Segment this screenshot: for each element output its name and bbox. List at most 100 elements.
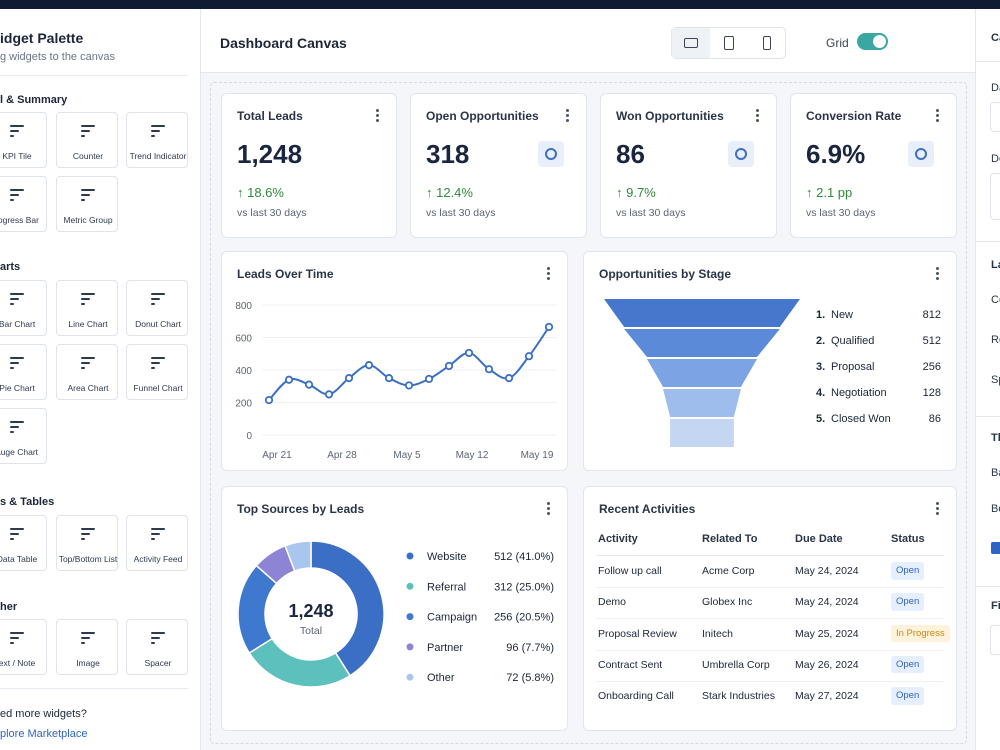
sidebar-title: idget Palette xyxy=(0,30,84,46)
stage-name: Proposal xyxy=(831,361,874,373)
panel-label: Co xyxy=(991,294,1000,306)
panel-input[interactable] xyxy=(990,102,1000,132)
point xyxy=(484,365,494,374)
widget-tile[interactable]: rogress Bar xyxy=(0,176,47,232)
dot xyxy=(376,119,379,122)
stage-rank: 3. xyxy=(816,361,825,373)
icon-stroke xyxy=(10,293,24,295)
widget-tile[interactable]: KPI Tile xyxy=(0,112,47,168)
widget-tile[interactable]: Bar Chart xyxy=(0,280,47,336)
panel-label: Bo xyxy=(991,503,1000,515)
dot xyxy=(547,512,550,515)
panel-label: Fi xyxy=(991,600,1000,612)
icon-stroke xyxy=(81,538,85,540)
icon-stroke xyxy=(151,303,155,305)
more-menu[interactable] xyxy=(933,267,941,281)
stage-name: New xyxy=(831,309,853,321)
widget-tile[interactable]: Metric Group xyxy=(56,176,118,232)
icon-stroke xyxy=(81,293,95,295)
properties-panel: Ca Da De La Co Ro Sp Th Ba Bo Fi xyxy=(975,9,1000,750)
widget-label: Spacer xyxy=(144,658,172,668)
widget-tile[interactable]: Area Chart xyxy=(56,344,118,400)
stage-value: 256 xyxy=(923,361,941,373)
icon-stroke xyxy=(151,637,160,639)
grid-toggle[interactable] xyxy=(857,33,888,50)
widget-icon xyxy=(80,293,96,307)
funnel-card: Opportunities by Stage 1. New 812 2. Qualifie… xyxy=(583,251,957,471)
more-menu[interactable] xyxy=(563,109,571,123)
widget-tile[interactable]: Top/Bottom List xyxy=(56,515,118,571)
table-cell: Umbrella Corp xyxy=(702,658,770,671)
sidebar: idget Palette g widgets to the canvas l & … xyxy=(0,9,201,750)
widget-tile[interactable]: Trend Indicator xyxy=(126,112,188,168)
icon-stroke xyxy=(10,303,14,305)
kpi-value: 318 xyxy=(426,139,470,169)
funnel-stage xyxy=(624,329,780,357)
kpi-title: Total Leads xyxy=(237,109,303,123)
icon-stroke xyxy=(151,130,160,132)
more-menu[interactable] xyxy=(753,109,761,123)
widget-icon xyxy=(9,293,25,307)
widget-icon xyxy=(80,125,96,139)
panel-input[interactable] xyxy=(990,173,1000,220)
dot xyxy=(936,272,939,275)
icon-stroke xyxy=(151,538,155,540)
kpi-title: Conversion Rate xyxy=(806,109,902,123)
widget-label: Top/Bottom List xyxy=(58,554,118,564)
kpi-value: 6.9% xyxy=(806,139,866,169)
legend-label: Campaign xyxy=(427,612,477,624)
kpi-icon-glyph xyxy=(915,148,927,160)
kpi-card: Conversion Rate 6.9% ↑ 2.1 pp vs last 30 da… xyxy=(790,93,957,238)
icon-stroke xyxy=(10,189,24,191)
header-divider xyxy=(596,555,944,556)
device-icon xyxy=(724,36,734,50)
more-menu[interactable] xyxy=(544,267,552,281)
canvas-title: Dashboard Canvas xyxy=(220,35,347,51)
more-menu[interactable] xyxy=(373,109,381,123)
widget-tile[interactable]: Data Table xyxy=(0,515,47,571)
widget-tile[interactable]: Donut Chart xyxy=(126,280,188,336)
panel-label: Th xyxy=(991,432,1000,444)
widget-tile[interactable]: Funnel Chart xyxy=(126,344,188,400)
widget-tile[interactable]: Pie Chart xyxy=(0,344,47,400)
icon-stroke xyxy=(81,362,90,364)
status-pill: Open xyxy=(891,562,925,580)
section-title: l & Summary xyxy=(0,94,68,106)
section-title: her xyxy=(0,601,18,613)
dot xyxy=(936,502,939,505)
stage-value: 812 xyxy=(923,309,941,321)
activities-card: Recent Activities Activity Related To Due D… xyxy=(583,486,957,731)
dot xyxy=(936,114,939,117)
device-button[interactable] xyxy=(710,28,748,58)
table-cell: Stark Industries xyxy=(702,690,775,703)
row-divider xyxy=(596,618,944,620)
marketplace-link[interactable]: plore Marketplace xyxy=(0,728,88,740)
widget-tile[interactable]: Image xyxy=(56,619,118,675)
chart-svg: 0 200 400 600 800 Apr 21 Apr 28 May 5 May 12 May … xyxy=(235,301,557,461)
device-button[interactable] xyxy=(748,28,786,58)
widget-tile[interactable]: Counter xyxy=(56,112,118,168)
donut-slice xyxy=(284,540,312,572)
widget-label: ext / Note xyxy=(0,658,36,668)
dot xyxy=(936,109,939,112)
sidebar-subtitle: g widgets to the canvas xyxy=(0,51,115,63)
device-button[interactable] xyxy=(672,28,710,58)
widget-tile[interactable]: Spacer xyxy=(126,619,188,675)
top-bar xyxy=(0,0,1000,9)
widget-tile[interactable]: auge Chart xyxy=(0,408,47,464)
dot xyxy=(547,277,550,280)
widget-tile[interactable]: ext / Note xyxy=(0,619,47,675)
icon-stroke xyxy=(81,642,85,644)
more-menu[interactable] xyxy=(933,109,941,123)
widget-label: Trend Indicator xyxy=(129,151,187,161)
panel-checkbox[interactable] xyxy=(991,542,1000,554)
panel-input[interactable] xyxy=(990,625,1000,655)
icon-stroke xyxy=(81,125,95,127)
more-menu[interactable] xyxy=(544,502,552,516)
widget-tile[interactable]: Line Chart xyxy=(56,280,118,336)
dot xyxy=(547,267,550,270)
row-divider xyxy=(596,587,944,588)
widget-icon xyxy=(9,125,25,139)
more-menu[interactable] xyxy=(933,502,941,516)
widget-tile[interactable]: Activity Feed xyxy=(126,515,188,571)
